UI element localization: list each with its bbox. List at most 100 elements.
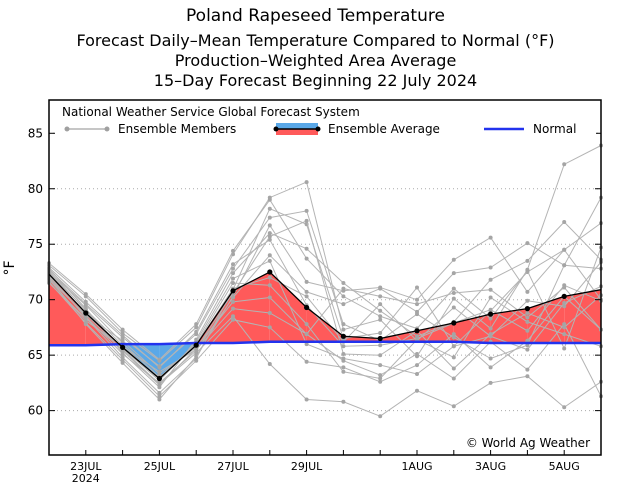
ensemble-member-point [231,271,235,276]
ensemble-member-point [562,405,567,410]
ensemble-member-point [267,362,272,366]
legend-average-marker-end [315,126,321,132]
ensemble-member-point [304,246,309,251]
legend-normal-label: Normal [533,122,576,136]
ensemble-member-point [451,355,456,360]
ensemble-member-point [562,346,567,351]
ensemble-member-point [378,294,383,299]
ensemble-member-point [157,397,162,402]
ensemble-member-point [525,241,530,246]
y-tick-label: 65 [28,348,43,362]
ensemble-member-point [304,294,309,299]
ensemble-member-point [120,327,125,332]
ensemble-member-point [341,365,346,370]
ensemble-member-point [267,283,272,288]
x-tick-label: 1AUG [401,460,432,473]
ensemble-member-point [341,294,346,299]
ensemble-member-point [451,296,456,301]
ensemble-average-point [488,311,494,317]
ensemble-member-point [267,258,272,263]
ensemble-member-point [488,326,493,331]
ensemble-member-point [562,162,567,167]
legend: National Weather Service Global Forecast… [56,104,596,137]
ensemble-member-point [341,281,346,285]
ensemble-member-point [231,317,235,322]
ensemble-members [47,143,603,419]
ensemble-member-point [194,322,199,327]
legend-system-label: National Weather Service Global Forecast… [62,105,360,119]
ensemble-member-point [488,277,493,282]
legend-members-label: Ensemble Members [118,122,236,136]
ensemble-member-point [267,206,272,211]
ensemble-member-point [488,365,493,370]
y-tick-label: 80 [28,182,43,196]
ensemble-member-point [378,331,383,335]
ensemble-member-point [415,363,419,368]
ensemble-member-line [48,282,602,417]
ensemble-member-point [451,291,456,295]
ensemble-average-point [156,375,162,382]
ensemble-member-point [562,304,567,309]
ensemble-member-point [378,314,383,319]
ensemble-member-point [231,248,235,253]
ensemble-average-series [48,269,602,382]
above-normal-area [417,323,454,342]
ensemble-member-point [304,208,309,213]
ensemble-member-point [83,321,88,325]
chart-subtitle: Forecast Daily–Mean Temperature Compared… [76,31,555,50]
ensemble-member-point [451,286,456,291]
legend-row-background [56,119,596,137]
ensemble-member-point [304,218,309,223]
ensemble-average-point [304,304,310,311]
ensemble-member-point [451,332,456,337]
ensemble-member-point [378,379,383,384]
ensemble-member-point [525,258,530,263]
ensemble-member-point [451,344,456,349]
ensemble-member-point [267,234,272,239]
ensemble-member-point [120,352,125,356]
ensemble-member-point [231,281,235,285]
ensemble-member-point [267,311,272,315]
ensemble-member-point [525,268,530,273]
ensemble-member-point [415,285,419,290]
ensemble-member-point [304,180,309,185]
ensemble-member-point [488,287,493,292]
ensemble-member-point [304,322,309,327]
ensemble-member-point [451,305,456,310]
ensemble-member-point [562,220,567,224]
ensemble-member-point [562,301,567,305]
ensemble-member-point [525,338,530,343]
ensemble-member-point [525,328,530,333]
ensemble-member-point [378,363,383,368]
ensemble-member-point [304,332,309,337]
ensemble-member-point [378,414,383,419]
ensemble-member-point [525,347,530,352]
ensemble-member-point [341,344,346,349]
ensemble-member-point [157,383,162,388]
ensemble-member-point [341,327,346,332]
ensemble-member-point [415,297,419,302]
ensemble-average-point [524,306,531,312]
ensemble-member-point [562,263,567,268]
ensemble-member-point [267,253,272,258]
ensemble-member-point [378,286,383,291]
legend-below-swatch [276,123,318,129]
ensemble-member-point [451,404,456,409]
legend-above-swatch [276,129,318,135]
ensemble-member-point [341,356,346,361]
ensemble-member-line [48,221,602,389]
ensemble-member-point [267,325,272,330]
ensemble-member-line [48,271,602,380]
ensemble-member-point [304,359,309,364]
ensemble-member-line [48,278,602,375]
ensemble-member-point [488,380,493,385]
ensemble-average-point [561,293,567,299]
ensemble-member-point [194,325,199,330]
normal-series [49,340,601,347]
ensemble-member-point [415,372,419,376]
ensemble-average-point [414,328,420,334]
ensemble-member-line [48,145,602,362]
ensemble-average-point [451,320,457,326]
y-axis-label: °F [2,260,18,275]
